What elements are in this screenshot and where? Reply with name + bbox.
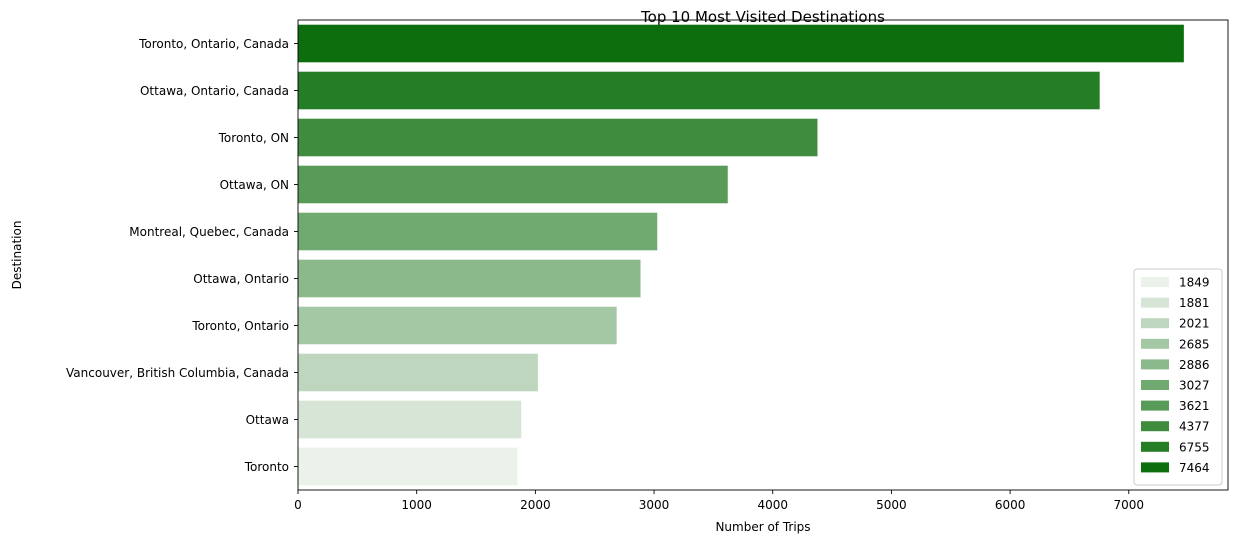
legend-label: 3621 (1179, 399, 1210, 413)
legend-swatch (1141, 359, 1169, 370)
bar (298, 400, 522, 439)
bar (298, 165, 728, 204)
legend-swatch (1141, 400, 1169, 411)
x-tick-label: 3000 (639, 498, 670, 512)
chart-title: Top 10 Most Visited Destinations (640, 8, 885, 26)
legend-label: 3027 (1179, 379, 1210, 393)
bar (298, 306, 617, 345)
y-tick-label: Toronto, ON (218, 131, 289, 145)
y-tick-label: Ottawa, Ontario, Canada (140, 84, 289, 98)
legend-swatch (1141, 421, 1169, 432)
bar (298, 447, 518, 486)
legend-swatch (1141, 297, 1169, 308)
legend-label: 7464 (1179, 461, 1210, 475)
y-tick-label: Toronto, Ontario, Canada (138, 37, 289, 51)
legend-swatch (1141, 462, 1169, 473)
legend-swatch (1141, 318, 1169, 329)
legend-swatch (1141, 380, 1169, 390)
x-tick-label: 1000 (401, 498, 432, 512)
legend-swatch (1141, 441, 1169, 452)
legend-swatch (1141, 277, 1169, 287)
legend-label: 2886 (1179, 358, 1210, 372)
bars-group (298, 24, 1184, 486)
x-tick-label: 4000 (757, 498, 788, 512)
bar (298, 24, 1184, 63)
x-axis-ticks: 0 1000 2000 3000 4000 5000 6000 7000 (294, 490, 1144, 512)
plot-frame (297, 19, 1229, 491)
x-axis-label: Number of Trips (715, 520, 810, 534)
y-tick-label: Ottawa (246, 413, 289, 427)
x-tick-label: 5000 (876, 498, 907, 512)
bar (298, 353, 538, 392)
bar (298, 259, 641, 298)
legend-swatch (1141, 338, 1169, 349)
bar (298, 71, 1100, 110)
y-tick-label: Ottawa, ON (220, 178, 289, 192)
legend-label: 2021 (1179, 317, 1210, 331)
legend-label: 1849 (1179, 276, 1210, 290)
y-tick-label: Montreal, Quebec, Canada (129, 225, 289, 239)
y-tick-label: Toronto (244, 460, 289, 474)
x-tick-label: 7000 (1114, 498, 1145, 512)
x-tick-label: 0 (294, 498, 302, 512)
y-tick-label: Vancouver, British Columbia, Canada (66, 366, 289, 380)
bar (298, 118, 818, 157)
x-tick-label: 6000 (995, 498, 1026, 512)
legend-label: 4377 (1179, 420, 1210, 434)
y-axis-ticks: Toronto, Ontario, Canada Ottawa, Ontario,… (66, 37, 298, 474)
legend-label: 6755 (1179, 440, 1210, 454)
y-tick-label: Toronto, Ontario (191, 319, 289, 333)
x-tick-label: 2000 (520, 498, 551, 512)
legend: 1849 1881 2021 2685 2886 3027 3621 4377 6755 7464 (1133, 268, 1223, 486)
legend-label: 2685 (1179, 337, 1210, 351)
bar (298, 212, 658, 251)
y-axis-label: Destination (10, 221, 24, 290)
legend-label: 1881 (1179, 296, 1210, 310)
y-tick-label: Ottawa, Ontario (193, 272, 289, 286)
